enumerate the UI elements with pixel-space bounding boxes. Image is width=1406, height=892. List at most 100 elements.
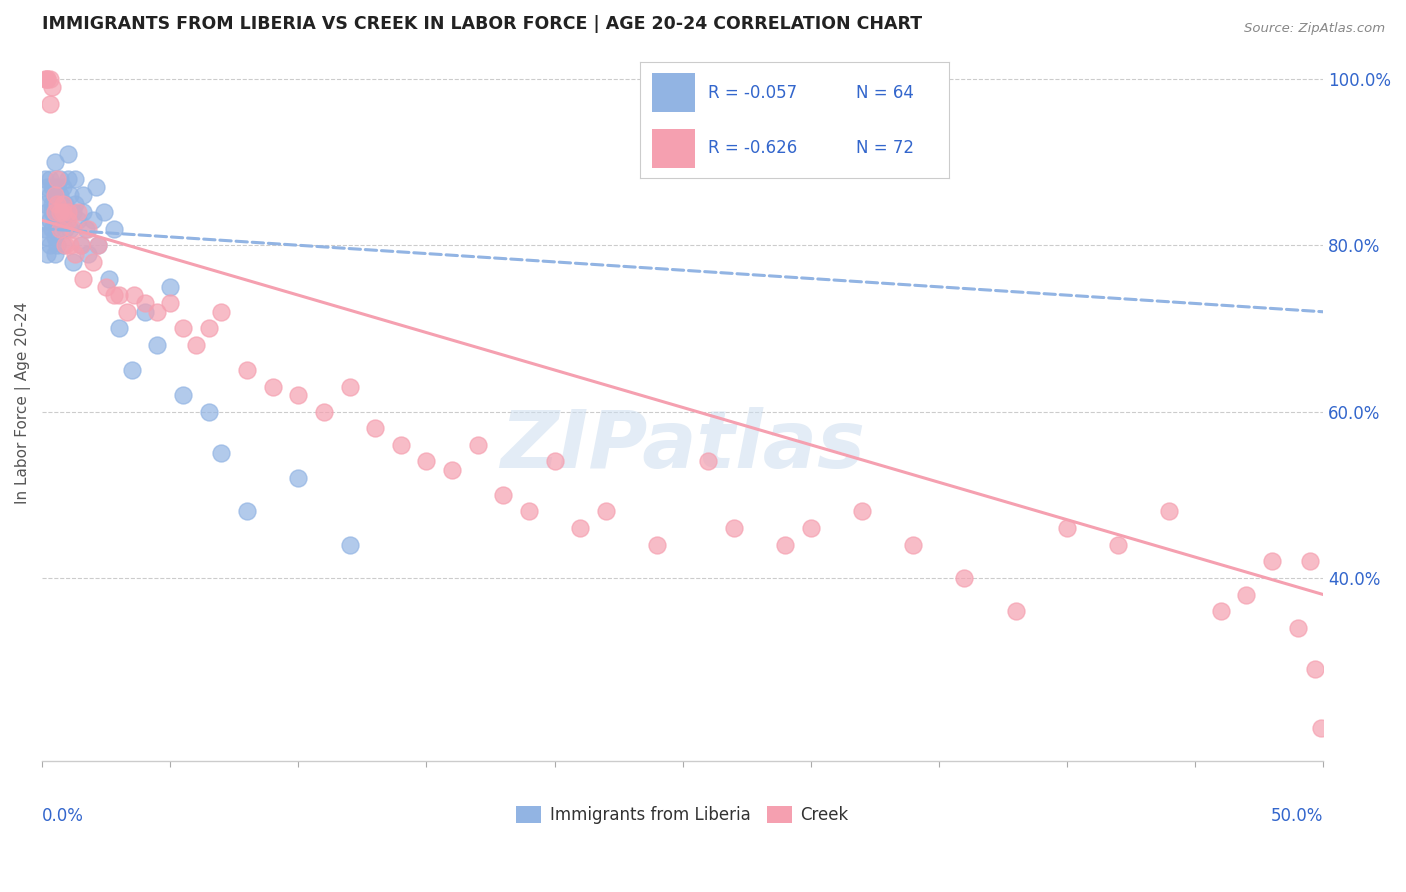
Point (197, 404, 219, 418)
Point (1107, 538, 1129, 552)
Point (467, 438, 489, 452)
Text: R = -0.057: R = -0.057 (707, 84, 797, 102)
Point (124, 288, 146, 302)
Point (441, 463, 464, 477)
Point (66, 205, 89, 219)
Point (87, 238, 110, 252)
Point (121, 363, 143, 377)
Point (134, 296, 156, 310)
Point (287, 471, 309, 485)
Point (38, 213, 60, 227)
Point (34, 71, 56, 86)
Point (569, 521, 592, 535)
Point (1305, 662, 1327, 676)
Point (82, 255, 104, 269)
Point (46, 205, 69, 219)
Point (37, 230, 59, 244)
Point (49, 213, 72, 227)
Point (773, 538, 796, 552)
Point (84, 180, 107, 194)
Point (1234, 587, 1257, 601)
Point (1209, 604, 1232, 618)
Point (53, 221, 76, 235)
Point (364, 421, 387, 435)
Point (1261, 554, 1284, 568)
Point (72, 188, 94, 202)
Point (1299, 554, 1322, 568)
Point (953, 571, 976, 585)
Point (1286, 621, 1309, 635)
Point (339, 538, 361, 552)
Point (517, 504, 540, 518)
Y-axis label: In Labor Force | Age 20-24: In Labor Force | Age 20-24 (15, 302, 31, 504)
Point (211, 446, 233, 460)
Point (49, 205, 72, 219)
Point (97, 271, 120, 285)
Point (41, 80, 63, 95)
Point (41, 205, 63, 219)
Point (59, 188, 82, 202)
Point (49, 171, 72, 186)
Point (82, 213, 104, 227)
Point (69, 238, 91, 252)
Point (697, 454, 720, 468)
Point (492, 488, 515, 502)
Point (96, 280, 118, 294)
Point (115, 305, 138, 319)
Point (44, 230, 66, 244)
Point (37, 71, 59, 86)
Point (108, 288, 131, 302)
Point (75, 221, 97, 235)
Point (46, 196, 69, 211)
Point (65, 196, 87, 211)
Point (159, 280, 181, 294)
Point (312, 404, 335, 418)
Point (44, 246, 66, 260)
Text: ZIPatlas: ZIPatlas (501, 407, 865, 485)
Point (851, 504, 873, 518)
Point (56, 146, 79, 161)
Point (34, 221, 56, 235)
Point (339, 379, 361, 393)
Point (53, 196, 76, 211)
Point (262, 379, 284, 393)
Text: N = 72: N = 72 (856, 139, 914, 157)
Bar (652, 128, 696, 168)
Point (52, 238, 75, 252)
Point (34, 196, 56, 211)
Point (415, 454, 437, 468)
Point (46, 238, 69, 252)
Text: 0.0%: 0.0% (42, 807, 84, 825)
Point (146, 338, 169, 352)
Point (172, 388, 194, 402)
Bar (652, 73, 696, 112)
Point (44, 188, 66, 202)
Point (38, 238, 60, 252)
Point (44, 188, 66, 202)
Point (1159, 504, 1181, 518)
Point (389, 438, 412, 452)
Point (134, 305, 156, 319)
Point (93, 205, 115, 219)
Point (59, 238, 82, 252)
Point (62, 255, 84, 269)
Point (56, 205, 79, 219)
Point (184, 338, 207, 352)
Point (56, 205, 79, 219)
Point (62, 221, 84, 235)
Point (595, 504, 617, 518)
Point (645, 538, 668, 552)
Point (52, 205, 75, 219)
Point (103, 221, 125, 235)
Legend: Immigrants from Liberia, Creek: Immigrants from Liberia, Creek (516, 805, 849, 824)
Point (52, 180, 75, 194)
Point (723, 521, 745, 535)
Point (38, 71, 60, 86)
Point (52, 205, 75, 219)
Point (1309, 721, 1331, 735)
Text: IMMIGRANTS FROM LIBERIA VS CREEK IN LABOR FORCE | AGE 20-24 CORRELATION CHART: IMMIGRANTS FROM LIBERIA VS CREEK IN LABO… (42, 15, 922, 33)
Point (87, 238, 110, 252)
Point (108, 321, 131, 335)
Point (52, 196, 75, 211)
Point (103, 288, 125, 302)
